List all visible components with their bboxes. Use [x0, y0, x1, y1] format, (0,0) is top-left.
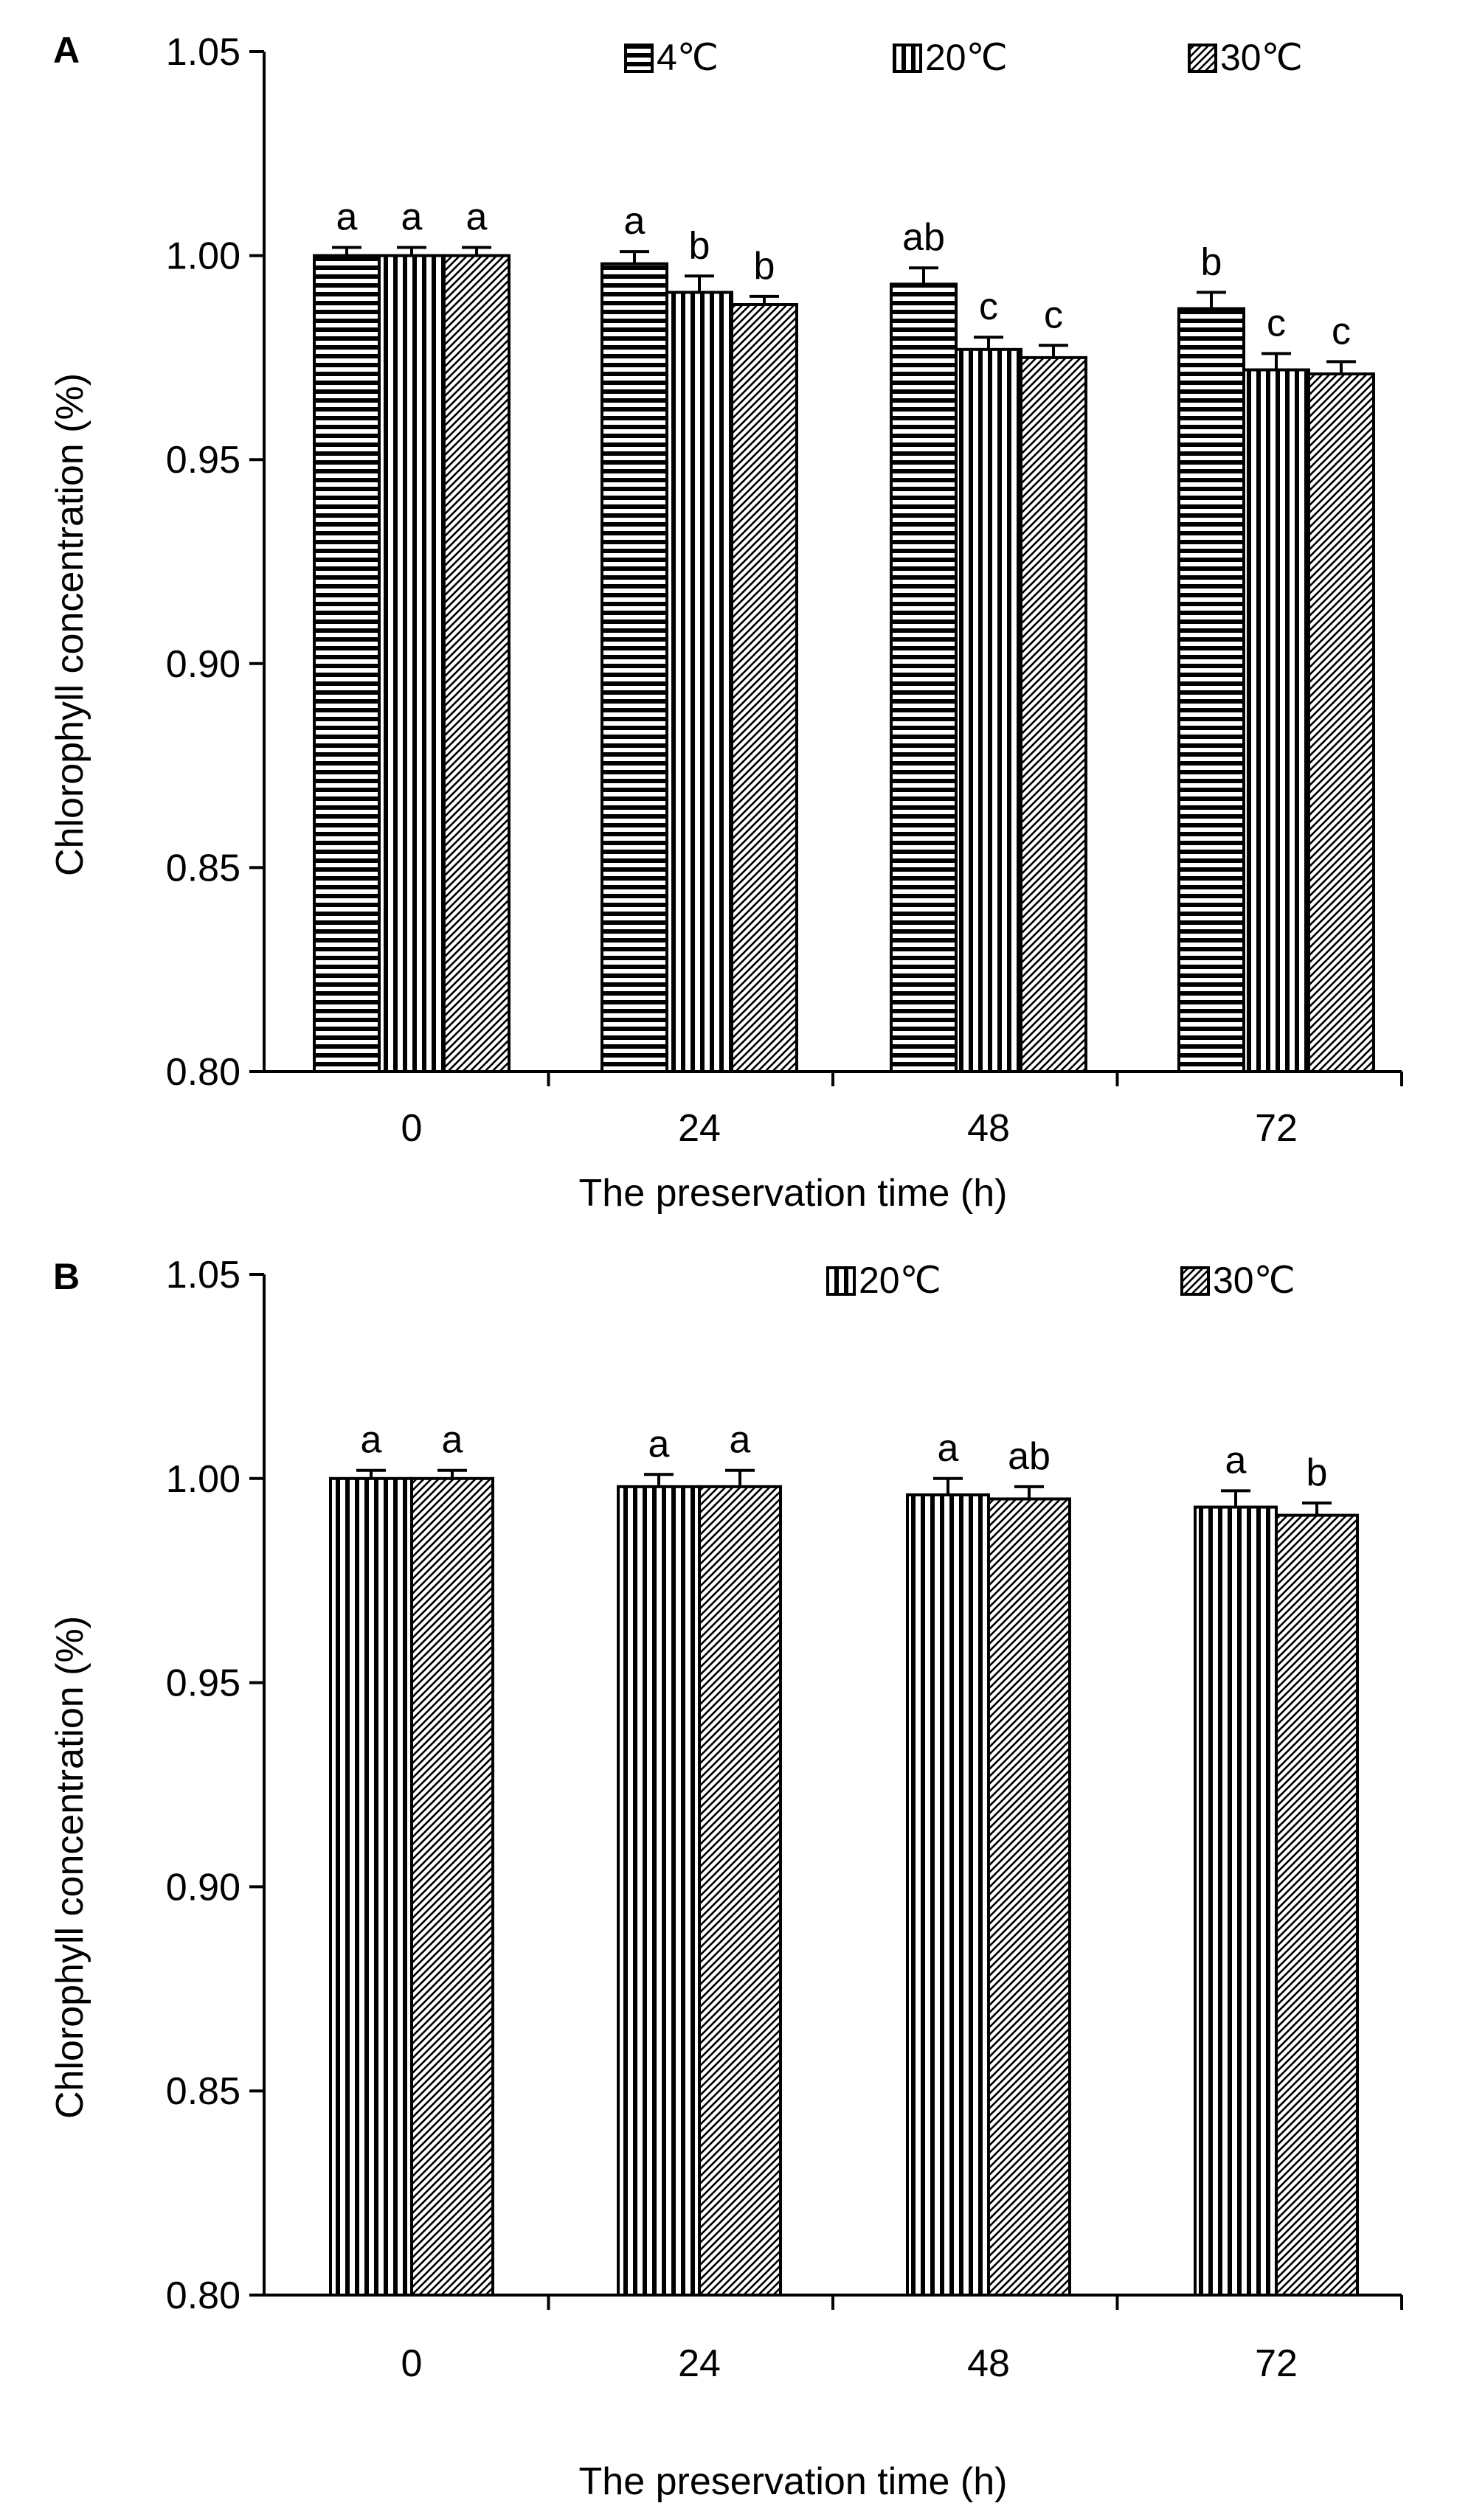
bar	[601, 262, 668, 1074]
bar	[329, 1476, 413, 2297]
y-axis-label: Chlorophyll concentration (%)	[49, 373, 91, 876]
significance-letter: b	[754, 245, 775, 288]
bar	[955, 347, 1022, 1073]
y-tick-label: 0.95	[166, 1662, 240, 1705]
y-tick-label: 1.05	[166, 31, 240, 74]
y-tick-label: 0.85	[166, 2070, 240, 2113]
y-tick-label: 0.80	[166, 2274, 240, 2317]
bar	[730, 302, 798, 1073]
x-tick-label: 24	[678, 1107, 721, 1150]
y-tick-label: 0.80	[166, 1051, 240, 1094]
x-tick-label: 0	[401, 2342, 423, 2385]
legend-label: 20℃	[859, 1260, 941, 1301]
legend-label: 30℃	[1220, 37, 1303, 78]
x-tick-label: 48	[967, 1107, 1010, 1150]
significance-letter: a	[442, 1419, 463, 1462]
legend-label: 20℃	[925, 37, 1008, 78]
x-tick-label: 48	[967, 2342, 1010, 2385]
significance-letter: c	[1332, 310, 1351, 353]
significance-letter: a	[361, 1419, 382, 1462]
legend: 4℃ 20℃ 30℃	[624, 37, 1303, 78]
bar	[906, 1493, 990, 2297]
significance-letter: b	[1201, 240, 1222, 283]
bar	[1307, 372, 1375, 1073]
bar	[987, 1497, 1071, 2297]
legend-swatch	[826, 1266, 856, 1296]
y-tick-label: 1.05	[166, 1254, 240, 1297]
legend-swatch	[1180, 1266, 1210, 1296]
y-tick-label: 0.85	[166, 847, 240, 889]
significance-letter: c	[979, 285, 998, 328]
significance-letter: ab	[902, 216, 945, 259]
panel-label: B	[53, 1256, 80, 1297]
bar	[443, 254, 511, 1074]
legend-swatch	[624, 44, 654, 73]
y-tick-label: 1.00	[166, 1458, 240, 1501]
significance-letter: b	[1307, 1451, 1328, 1494]
bar	[1242, 368, 1310, 1074]
y-tick-label: 0.90	[166, 1866, 240, 1909]
panel-a: A 0.800.850.900.951.001.050 24 48 72 a a a ab b…	[49, 29, 1403, 1215]
panel-label: A	[53, 29, 80, 71]
significance-letter: b	[689, 224, 710, 267]
legend-swatch	[1188, 44, 1217, 73]
bar	[1275, 1513, 1359, 2297]
x-tick-label: 24	[678, 2342, 721, 2385]
x-tick-label: 0	[401, 1107, 423, 1150]
axes: 0.80 0.85 0.90 0.95 1.00 1.05 0 24 48 72	[166, 1254, 1403, 2385]
bar	[410, 1476, 494, 2297]
x-axis-label: The preservation time (h)	[579, 2460, 1008, 2503]
bar	[890, 282, 958, 1074]
x-tick-label: 72	[1255, 1107, 1298, 1150]
significance-letter: a	[401, 196, 423, 239]
significance-letter: ab	[1008, 1435, 1051, 1478]
significance-letter: a	[730, 1419, 751, 1462]
bars: a a a a a ab a b	[329, 1419, 1359, 2297]
bar	[1020, 355, 1087, 1073]
significance-letter: a	[466, 196, 488, 239]
y-tick-label: 0.95	[166, 439, 240, 482]
y-axis-label: Chlorophyll concentration (%)	[49, 1616, 91, 2119]
significance-letter: a	[648, 1423, 670, 1465]
bar	[313, 254, 381, 1074]
significance-letter: c	[1267, 302, 1286, 344]
legend: 20℃ 30℃	[826, 1260, 1295, 1301]
legend-swatch	[893, 44, 922, 73]
bar	[1177, 307, 1245, 1073]
y-tick-label: 0.90	[166, 643, 240, 686]
y-tick-label: 1.00	[166, 235, 240, 278]
significance-letter: a	[624, 200, 646, 243]
axes: 0.80 0.85 0.90 0.95 1.00 1.05 0 24 48 72	[166, 31, 1403, 1150]
bar	[617, 1485, 701, 2297]
panel-b: B 0.80 0.85 0.90 0.95 1.00 1.05 0 24 48 72 a a a a a a…	[49, 1254, 1403, 2503]
significance-letter: c	[1044, 294, 1063, 336]
x-axis-label: The preservation time (h)	[579, 1172, 1008, 1215]
significance-letter: a	[938, 1427, 959, 1470]
x-tick-label: 72	[1255, 2342, 1298, 2385]
legend-label: 4℃	[657, 37, 719, 78]
bar	[698, 1485, 782, 2297]
significance-letter: a	[336, 196, 358, 239]
bar	[665, 291, 733, 1074]
significance-letter: a	[1225, 1439, 1247, 1482]
bar	[378, 254, 446, 1074]
bar	[1194, 1505, 1278, 2297]
legend-label: 30℃	[1213, 1260, 1295, 1301]
